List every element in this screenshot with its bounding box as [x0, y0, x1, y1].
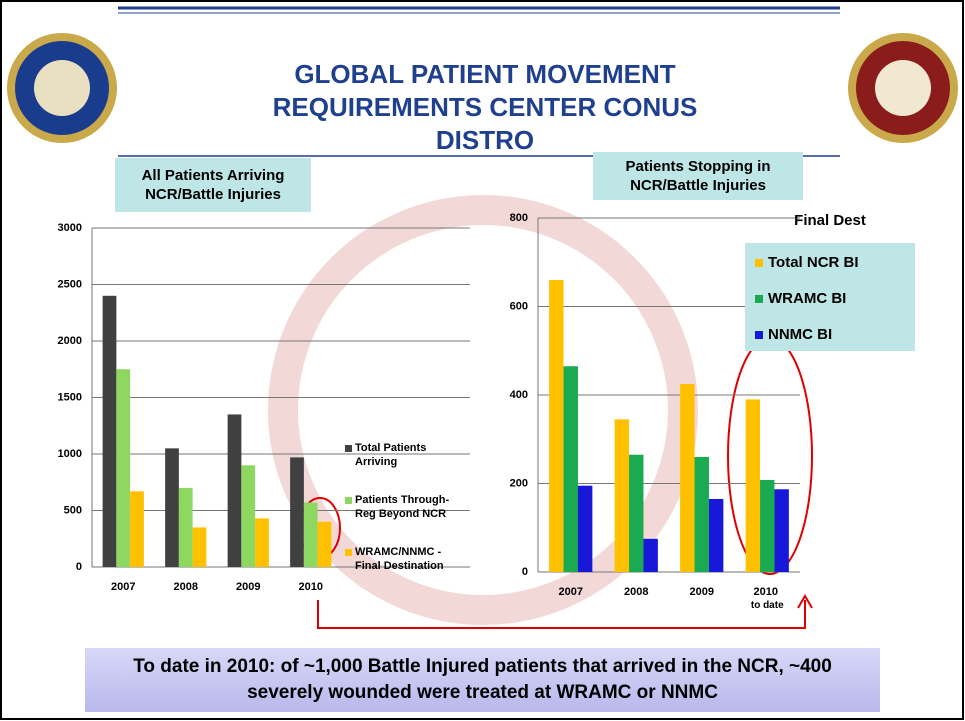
x-tick-label: 2009: [690, 586, 714, 598]
jtf-seal: [848, 33, 958, 143]
bar: [103, 296, 117, 567]
legend-label: Patients Through-Reg Beyond NCR: [355, 493, 465, 521]
dod-seal: [7, 33, 117, 143]
bar: [643, 539, 657, 572]
bar: [695, 457, 709, 572]
bar: [228, 414, 242, 567]
legend-label: Total NCR BI: [768, 254, 908, 271]
bar: [578, 486, 592, 572]
legend-label: NNMC BI: [768, 326, 908, 343]
bar: [629, 455, 643, 572]
bar: [774, 489, 788, 572]
slide-title: GLOBAL PATIENT MOVEMENT REQUIREMENTS CEN…: [235, 58, 735, 157]
y-tick-label: 0: [522, 566, 528, 578]
legend-swatch: [345, 497, 352, 504]
bar: [615, 419, 629, 572]
legend-swatch: [755, 259, 763, 267]
bar: [241, 465, 255, 567]
bar: [318, 522, 332, 567]
slide: 0500100015002000250030002007200820092010…: [0, 0, 965, 721]
y-tick-label: 2000: [58, 335, 82, 347]
bar: [549, 280, 563, 572]
bar: [709, 499, 723, 572]
bar: [564, 366, 578, 572]
bar: [116, 369, 130, 567]
x-tick-label: 2009: [236, 581, 260, 593]
bar: [255, 518, 269, 567]
x-tick-label: 2010: [299, 581, 323, 593]
y-tick-label: 600: [510, 300, 528, 312]
y-tick-label: 1000: [58, 448, 82, 460]
legend-label: Total Patients Arriving: [355, 441, 465, 469]
legend-label: WRAMC/NNMC - Final Destination: [355, 545, 465, 573]
bar: [290, 457, 304, 567]
x-tick-label: 2010 to date: [751, 586, 784, 611]
y-tick-label: 0: [76, 561, 82, 573]
bar: [304, 503, 318, 567]
y-tick-label: 200: [510, 477, 528, 489]
y-tick-label: 1500: [58, 391, 82, 403]
y-tick-label: 500: [64, 504, 82, 516]
y-tick-label: 3000: [58, 222, 82, 234]
bar: [760, 480, 774, 572]
x-tick-label: 2008: [624, 586, 648, 598]
legend-label: WRAMC BI: [768, 290, 908, 307]
chart-title: Patients Stopping in NCR/Battle Injuries: [593, 152, 803, 200]
footer-callout: To date in 2010: of ~1,000 Battle Injure…: [85, 648, 880, 712]
legend-swatch: [345, 549, 352, 556]
chart-title: All Patients Arriving NCR/Battle Injurie…: [115, 158, 311, 212]
bar: [746, 399, 760, 572]
legend-swatch: [755, 295, 763, 303]
x-tick-label: 2007: [111, 581, 135, 593]
y-tick-label: 400: [510, 389, 528, 401]
x-tick-label: 2008: [174, 581, 198, 593]
bar: [165, 448, 179, 567]
legend-title: Final Dest: [770, 212, 890, 229]
bar: [130, 491, 144, 567]
legend-swatch: [755, 331, 763, 339]
bar: [179, 488, 193, 567]
x-tick-label: 2007: [559, 586, 583, 598]
bar: [680, 384, 694, 572]
legend-swatch: [345, 445, 352, 452]
y-tick-label: 800: [510, 212, 528, 224]
bar: [193, 527, 207, 567]
y-tick-label: 2500: [58, 278, 82, 290]
